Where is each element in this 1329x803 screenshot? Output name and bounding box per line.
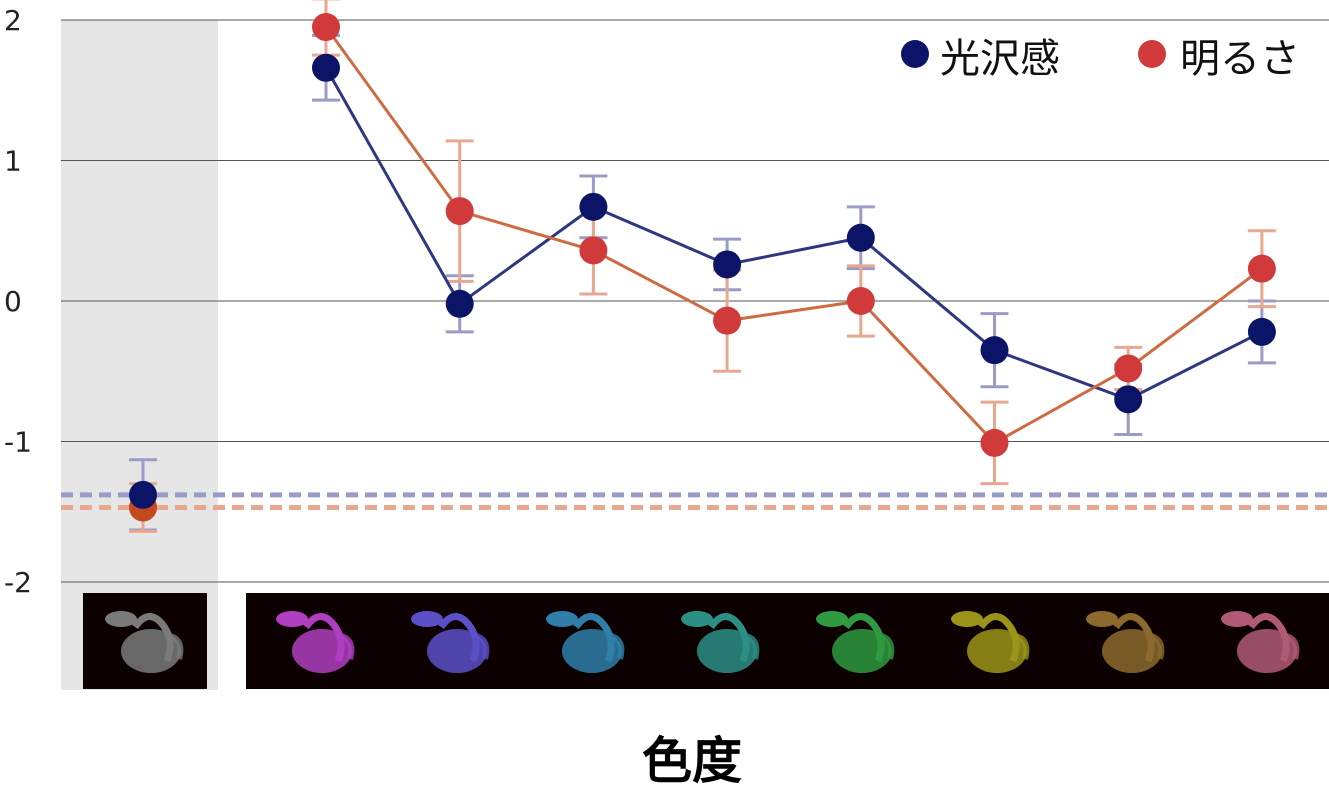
dragon-body [292, 629, 352, 673]
series-line-glossiness [324, 67, 1263, 401]
dragon-tail [1145, 632, 1165, 660]
thumbnail-strip-colors [246, 593, 1329, 689]
marker-brightness [1247, 254, 1276, 283]
marker-brightness [579, 236, 608, 265]
legend: 光沢感 明るさ [901, 36, 1300, 82]
dragon-body [562, 629, 622, 673]
dragon-neck [438, 613, 480, 663]
dragon-tail [605, 632, 625, 660]
marker-glossiness [1247, 317, 1276, 346]
error-bars-brightness [129, 0, 1276, 533]
dragon-neck [708, 613, 750, 663]
dragon-tail [1010, 632, 1030, 660]
dragon-thumbnail [276, 611, 355, 673]
dragon-body [427, 629, 487, 673]
dragon-thumbnail [411, 611, 490, 673]
dragon-tail [335, 632, 355, 660]
marker-reference-glossiness [129, 480, 157, 509]
dragon-head [276, 611, 308, 627]
y-tick-label: 1 [4, 145, 22, 178]
y-tick-label: -1 [4, 426, 32, 459]
dragon-neck [978, 613, 1020, 663]
reference-shaded-band [61, 20, 218, 690]
dragon-thumbnails [83, 593, 1329, 689]
marker-glossiness [713, 250, 742, 279]
dragon-neck [303, 613, 345, 663]
dragon-head [105, 611, 137, 627]
dragon-thumbnail [105, 611, 184, 673]
dragon-thumbnail [816, 611, 895, 673]
dragon-neck [1113, 613, 1155, 663]
grid-lines [61, 19, 1329, 583]
dragon-body [697, 629, 757, 673]
dragon-neck [843, 613, 885, 663]
legend-marker-brightness [1138, 40, 1166, 68]
y-tick-label: 2 [4, 4, 22, 37]
dragon-tail [470, 632, 490, 660]
dragon-head [951, 611, 983, 627]
dragon-thumbnail [681, 611, 760, 673]
dragon-tail [875, 632, 895, 660]
series-layer [129, 0, 1276, 533]
y-axis-ticks: 2 1 0 -1 -2 [4, 4, 32, 599]
dragon-head [411, 611, 443, 627]
marker-brightness [713, 306, 742, 335]
legend-label-brightness: 明るさ [1180, 36, 1300, 82]
marker-brightness [312, 13, 340, 42]
dragon-head [816, 611, 848, 627]
marker-brightness [1114, 354, 1143, 383]
dragon-tail [740, 632, 760, 660]
marker-brightness [980, 428, 1009, 457]
dragon-head [1086, 611, 1118, 627]
dragon-body [832, 629, 892, 673]
marker-glossiness [579, 192, 608, 221]
dragon-thumbnail [1086, 611, 1165, 673]
dragon-neck [132, 613, 174, 663]
y-tick-label: -2 [4, 566, 32, 599]
dragon-tail [164, 632, 184, 660]
dragon-body [1237, 629, 1297, 673]
dragon-head [1221, 611, 1253, 627]
dragon-head [681, 611, 713, 627]
series-line-brightness [324, 26, 1263, 445]
dragon-thumbnail [546, 611, 625, 673]
marker-glossiness [1114, 385, 1143, 414]
dragon-thumbnail [1221, 611, 1300, 673]
dragon-neck [573, 613, 615, 663]
legend-marker-glossiness [901, 40, 929, 68]
dragon-body [967, 629, 1027, 673]
x-axis-label: 色度 [642, 732, 742, 790]
marker-glossiness [980, 336, 1009, 365]
marker-glossiness [445, 289, 474, 318]
error-bars-glossiness [129, 33, 1276, 532]
marker-glossiness [312, 53, 340, 82]
dragon-thumbnail [951, 611, 1030, 673]
legend-label-glossiness: 光沢感 [940, 36, 1060, 82]
marker-brightness [846, 287, 875, 315]
marker-glossiness [846, 223, 875, 252]
baseline-lines [61, 492, 1329, 511]
dragon-tail [1280, 632, 1300, 660]
marker-brightness [445, 197, 474, 226]
y-tick-label: 0 [4, 285, 22, 318]
dragon-body [121, 629, 181, 673]
dragon-neck [1248, 613, 1290, 663]
dragon-head [546, 611, 578, 627]
dragon-body [1102, 629, 1162, 673]
